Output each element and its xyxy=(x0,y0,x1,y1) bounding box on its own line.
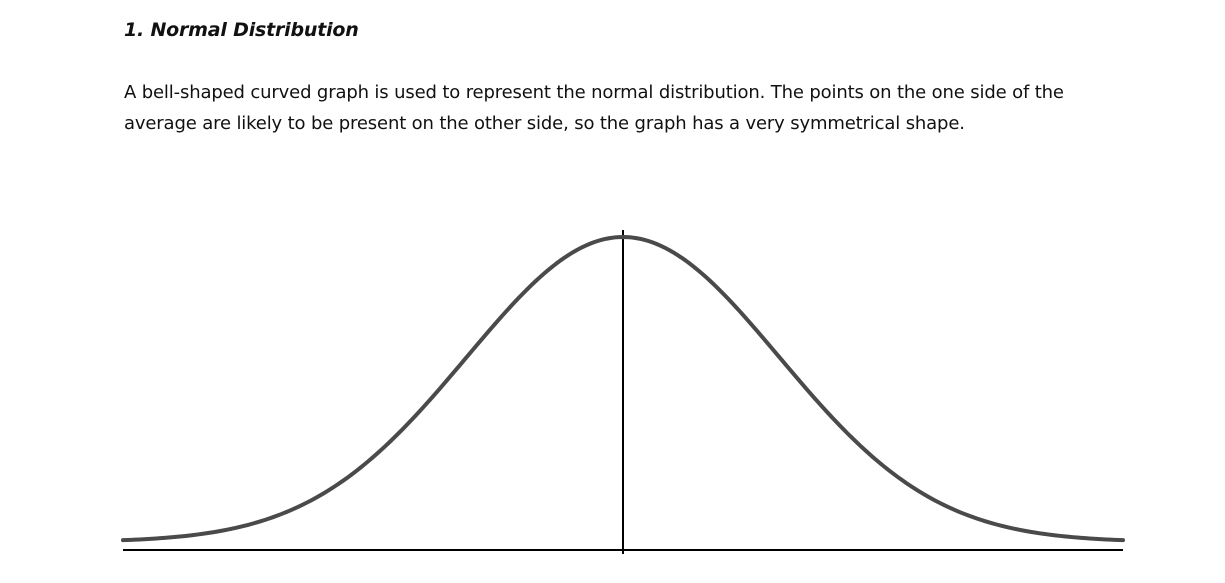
bell-curve-line xyxy=(121,235,1125,543)
section-paragraph: A bell-shaped curved graph is used to re… xyxy=(124,82,1064,134)
section-heading: 1. Normal Distribution xyxy=(124,19,359,41)
